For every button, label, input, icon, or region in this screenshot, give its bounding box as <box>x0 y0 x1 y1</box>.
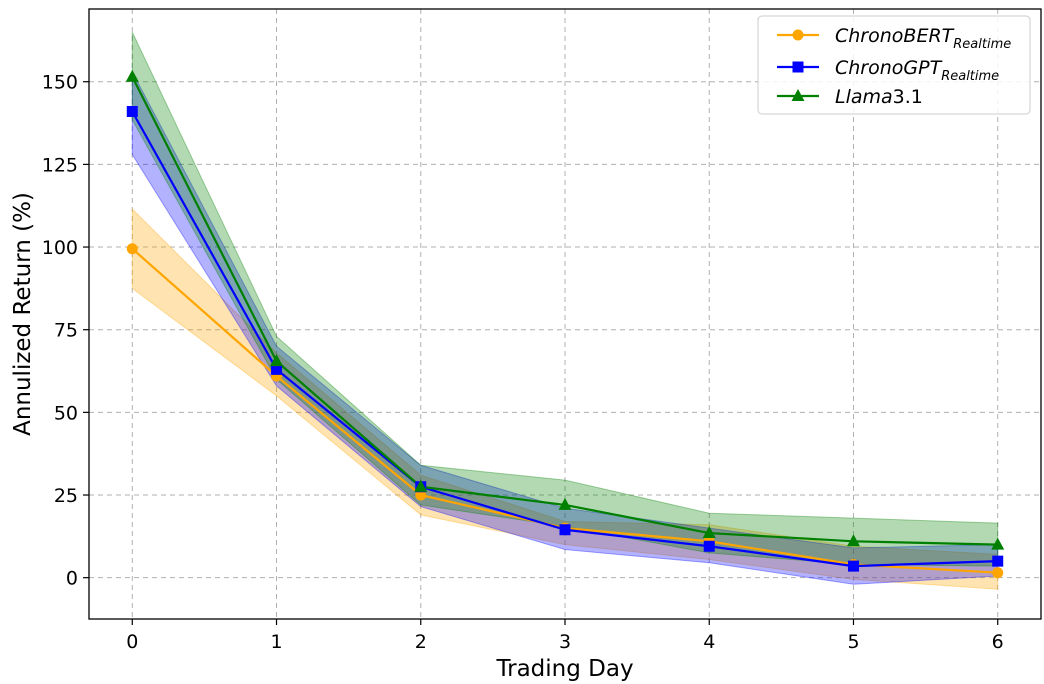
point-llama <box>270 354 284 367</box>
y-tick-label: 50 <box>54 402 78 424</box>
legend-name: ChronoBERT <box>835 25 955 47</box>
legend-name: ChronoGPT <box>835 57 943 79</box>
y-tick-label: 150 <box>42 72 78 94</box>
y-tick-label: 100 <box>42 237 78 259</box>
grid <box>89 9 1041 619</box>
legend-entry-llama: Llama3.1 <box>777 86 923 108</box>
x-tick-label: 2 <box>415 631 427 653</box>
point-chronogpt <box>847 560 859 572</box>
y-axis-label: Annulized Return (%) <box>10 192 36 436</box>
point-llama <box>702 526 716 539</box>
legend-box <box>757 15 1031 115</box>
point-llama <box>991 537 1005 550</box>
x-tick-label: 6 <box>992 631 1004 653</box>
legend-subscript: Realtime <box>941 69 999 84</box>
x-tick-label: 4 <box>703 631 715 653</box>
point-llama <box>846 534 860 547</box>
point-chronogpt <box>126 105 138 117</box>
legend-marker <box>792 29 804 41</box>
legend-marker <box>792 61 804 73</box>
x-axis-label: Trading Day <box>495 656 633 682</box>
legend: ChronoBERTRealtime ChronoGPTRealtime Lla… <box>757 15 1031 115</box>
axis-ticks: 0 1 2 3 4 5 6 0 25 50 75 100 125 150 <box>42 72 1004 653</box>
x-tick-label: 1 <box>270 631 282 653</box>
legend-label: Llama3.1 <box>835 86 923 108</box>
legend-label: ChronoBERTRealtime <box>835 25 1011 52</box>
point-chronogpt <box>703 540 715 552</box>
legend-entry-chronobert: ChronoBERTRealtime <box>777 25 1011 52</box>
point-llama <box>125 69 139 82</box>
legend-name: Llama <box>835 86 893 108</box>
point-chronogpt <box>271 363 283 375</box>
y-tick-label: 125 <box>42 154 78 176</box>
legend-entry-chronogpt: ChronoGPTRealtime <box>777 57 999 84</box>
point-chronobert <box>415 489 427 501</box>
point-llama <box>414 479 428 492</box>
point-chronobert <box>992 567 1004 579</box>
point-chronogpt <box>992 555 1004 567</box>
point-chronogpt <box>559 524 571 536</box>
y-tick-label: 75 <box>54 320 78 342</box>
y-tick-label: 25 <box>54 485 78 507</box>
x-tick-label: 5 <box>847 631 859 653</box>
y-tick-label: 0 <box>66 568 78 590</box>
point-chronobert <box>126 243 138 255</box>
legend-suffix: 3.1 <box>893 86 923 108</box>
point-llama <box>558 497 572 510</box>
x-tick-label: 3 <box>559 631 571 653</box>
legend-marker <box>791 89 805 101</box>
series-markers <box>125 69 1005 579</box>
legend-subscript: Realtime <box>953 37 1011 52</box>
legend-label: ChronoGPTRealtime <box>835 57 999 84</box>
x-tick-label: 0 <box>126 631 138 653</box>
